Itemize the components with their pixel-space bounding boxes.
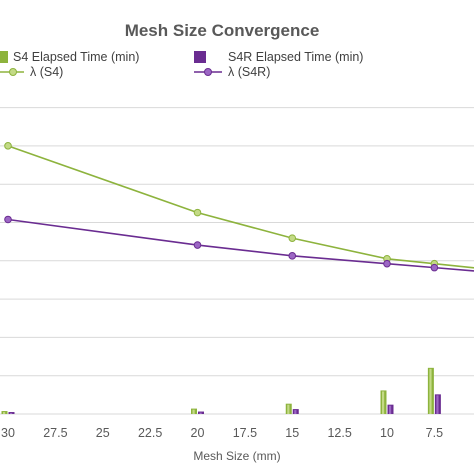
x-tick-label: 17.5 — [233, 426, 257, 440]
bar-highlight — [436, 395, 439, 414]
bar — [8, 412, 15, 414]
line-marker — [193, 241, 202, 249]
bar-highlight — [3, 412, 6, 414]
line-marker — [193, 208, 202, 217]
x-tick-label: 7.5 — [426, 426, 443, 440]
line-marker — [4, 215, 12, 224]
line-marker — [4, 142, 12, 150]
x-tick-labels: 30 27.5 25 22.5 20 17.5 15 12.5 10 7.5 — [1, 426, 443, 440]
legend-label-lambda-s4: λ (S4) — [30, 65, 63, 79]
legend-label-s4r-time: S4R Elapsed Time (min) — [228, 50, 363, 64]
legend-label-lambda-s4r: λ (S4R) — [228, 65, 270, 79]
legend-marker-lambda-s4 — [9, 68, 17, 76]
legend-item-s4r-time: S4R Elapsed Time (min) — [194, 50, 363, 64]
bar-highlight — [199, 412, 202, 414]
bar-highlight — [382, 391, 385, 414]
bar-highlight — [429, 368, 432, 414]
legend-label-s4-time: S4 Elapsed Time (min) — [13, 50, 139, 64]
bar-highlight — [294, 410, 297, 414]
x-tick-label: 10 — [380, 426, 394, 440]
legend-swatch-s4-time — [0, 51, 8, 63]
x-tick-label: 12.5 — [327, 426, 351, 440]
legend-item-lambda-s4: λ (S4) — [0, 65, 63, 79]
bars — [1, 367, 441, 414]
x-tick-label: 15 — [285, 426, 299, 440]
x-tick-label: 25 — [96, 426, 110, 440]
series-line — [7, 218, 474, 272]
x-tick-label: 27.5 — [43, 426, 67, 440]
line-marker — [430, 263, 439, 272]
legend-swatch-s4r-time — [194, 51, 206, 63]
bar-highlight — [10, 413, 13, 414]
x-tick-label: 22.5 — [138, 426, 162, 440]
line-marker — [288, 252, 297, 260]
line-marker — [383, 259, 391, 268]
x-tick-label: 30 — [1, 426, 15, 440]
legend: S4 Elapsed Time (min) S4R Elapsed Time (… — [0, 50, 363, 79]
x-axis-title: Mesh Size (mm) — [193, 449, 280, 463]
bar-highlight — [192, 409, 195, 414]
lines — [4, 142, 474, 272]
chart-title: Mesh Size Convergence — [125, 21, 320, 40]
bar-highlight — [287, 404, 290, 414]
legend-item-lambda-s4r: λ (S4R) — [194, 65, 270, 79]
bar-highlight — [389, 405, 392, 414]
line-marker — [288, 234, 297, 242]
legend-marker-lambda-s4r — [204, 68, 212, 76]
legend-item-s4-time: S4 Elapsed Time (min) — [0, 50, 139, 64]
series-line — [7, 145, 474, 269]
x-tick-label: 20 — [191, 426, 205, 440]
